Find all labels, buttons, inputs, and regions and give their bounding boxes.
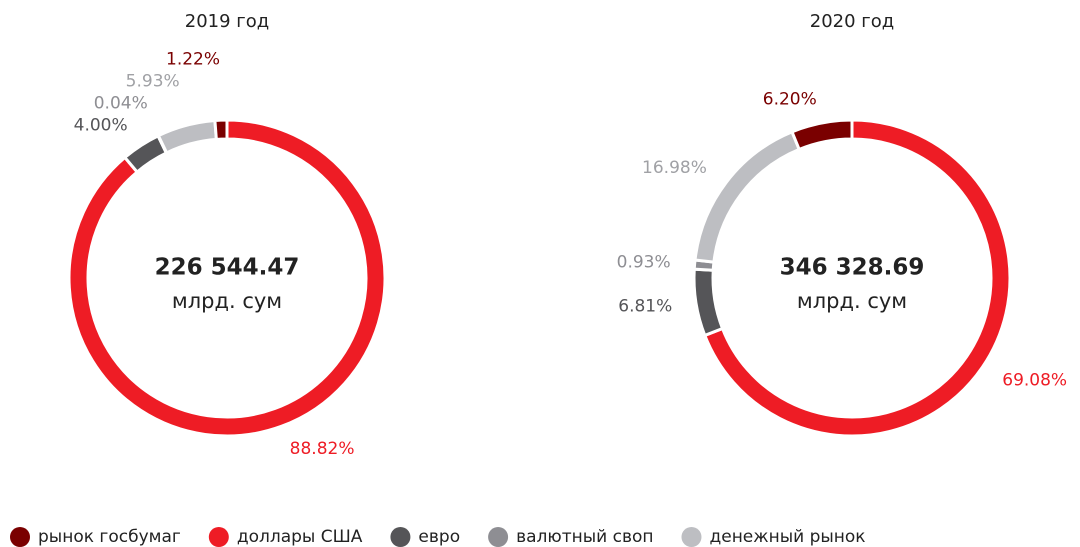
value-label: 5.93% xyxy=(126,72,180,92)
value-label: 88.82% xyxy=(290,439,355,459)
value-label: 16.98% xyxy=(642,158,707,178)
donut-segment xyxy=(693,129,802,264)
value-label: 0.93% xyxy=(617,253,671,273)
legend-marker xyxy=(390,527,411,547)
center-value: 346 328.69 xyxy=(780,255,925,281)
legend-marker xyxy=(10,527,30,547)
value-label: 69.08% xyxy=(1002,371,1067,391)
value-label: 1.22% xyxy=(166,50,220,70)
donut-segment xyxy=(67,118,387,438)
value-label: 6.81% xyxy=(618,297,672,317)
value-label: 0.04% xyxy=(94,94,148,114)
donut-segment xyxy=(692,267,725,338)
center-unit: млрд. сум xyxy=(797,289,907,313)
donut-segment xyxy=(790,118,854,152)
legend-marker xyxy=(488,527,509,547)
center-unit: млрд. сум xyxy=(172,289,282,313)
value-label: 6.20% xyxy=(763,89,817,109)
legend-label: рынок госбумаг xyxy=(38,527,181,547)
legend-marker xyxy=(208,527,229,547)
legend-label: валютный своп xyxy=(516,527,653,547)
legend-marker xyxy=(681,527,702,547)
donut-segment xyxy=(156,118,218,155)
chart-title: 2020 год xyxy=(810,11,894,32)
legend-label: денежный рынок xyxy=(709,527,865,547)
chart-title: 2019 год xyxy=(185,11,269,32)
legend-label: доллары США xyxy=(237,527,363,547)
value-label: 4.00% xyxy=(74,116,128,136)
center-value: 226 544.47 xyxy=(155,255,300,281)
legend-label: евро xyxy=(418,527,460,547)
donut-segment xyxy=(213,118,229,142)
